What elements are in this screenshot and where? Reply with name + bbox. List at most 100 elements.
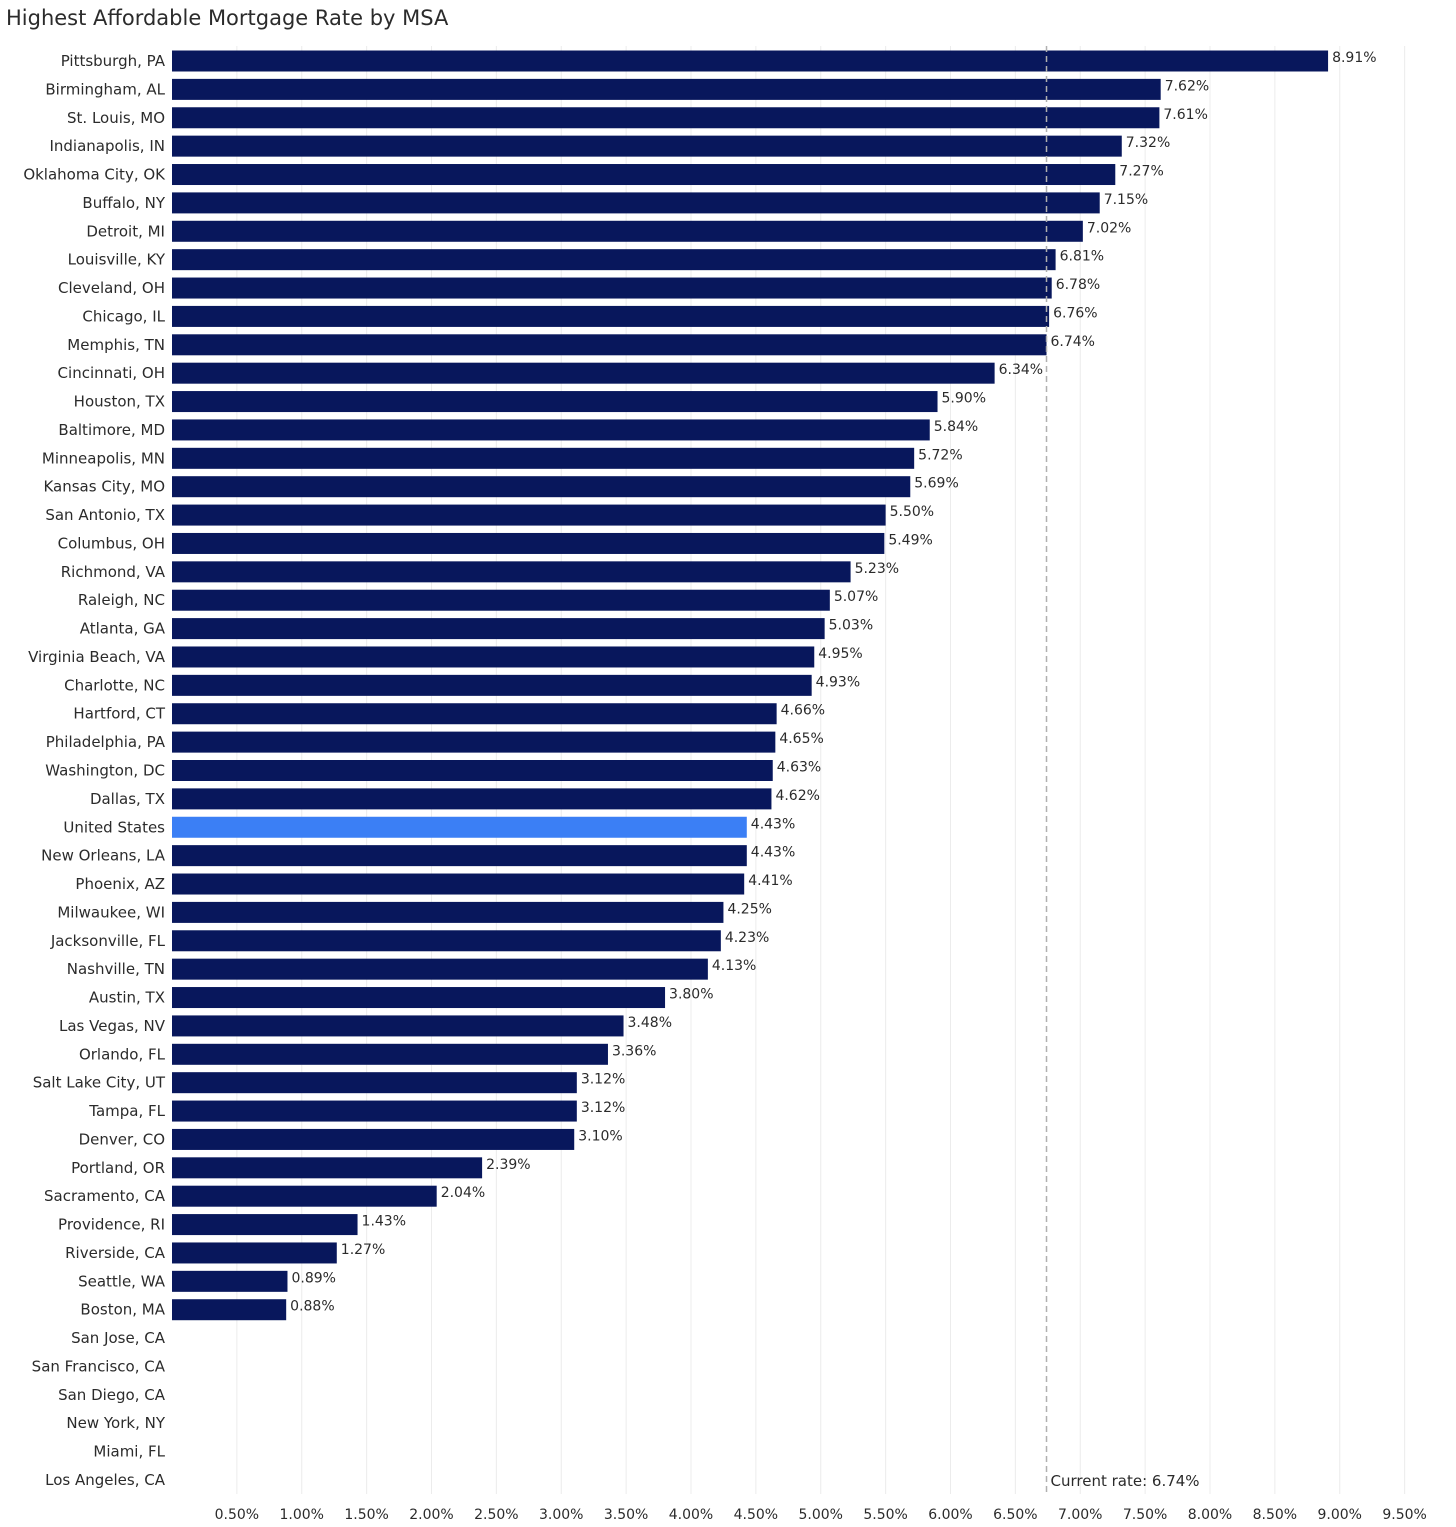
bar[interactable] bbox=[172, 1299, 287, 1321]
value-label: 7.15% bbox=[1104, 192, 1148, 208]
x-tick-label: 1.50% bbox=[344, 1507, 388, 1523]
bar[interactable] bbox=[172, 930, 721, 952]
bar[interactable] bbox=[172, 958, 708, 980]
value-label: 0.89% bbox=[291, 1270, 335, 1286]
bar[interactable] bbox=[172, 1214, 358, 1236]
bar[interactable] bbox=[172, 277, 1052, 299]
category-label: Jacksonville, FL bbox=[50, 932, 166, 950]
category-label: Baltimore, MD bbox=[58, 421, 165, 439]
x-tick-label: 1.00% bbox=[280, 1507, 324, 1523]
bar[interactable] bbox=[172, 1015, 624, 1037]
x-tick-label: 6.50% bbox=[993, 1507, 1037, 1523]
bar[interactable] bbox=[172, 50, 1329, 72]
bar[interactable] bbox=[172, 1270, 288, 1292]
category-label: Cleveland, OH bbox=[58, 279, 165, 297]
bar[interactable] bbox=[172, 788, 772, 810]
value-label: 4.63% bbox=[777, 760, 821, 776]
bar[interactable] bbox=[172, 1157, 483, 1179]
bar[interactable] bbox=[172, 1072, 577, 1094]
x-tick-label: 6.00% bbox=[928, 1507, 972, 1523]
category-label: Buffalo, NY bbox=[82, 194, 165, 212]
bar[interactable] bbox=[172, 1043, 608, 1065]
x-tick-label: 5.50% bbox=[863, 1507, 907, 1523]
bar[interactable] bbox=[172, 646, 815, 668]
bar[interactable] bbox=[172, 561, 851, 583]
chart-title: Highest Affordable Mortgage Rate by MSA bbox=[6, 6, 449, 30]
value-label: 4.95% bbox=[818, 646, 862, 662]
category-label: Columbus, OH bbox=[58, 534, 165, 552]
bar[interactable] bbox=[172, 845, 747, 867]
category-label: Nashville, TN bbox=[67, 960, 165, 978]
value-label: 5.07% bbox=[834, 589, 878, 605]
bar[interactable] bbox=[172, 532, 885, 554]
bar[interactable] bbox=[172, 220, 1083, 242]
value-label: 5.23% bbox=[855, 561, 899, 577]
bar[interactable] bbox=[172, 618, 825, 640]
bar[interactable] bbox=[172, 135, 1122, 157]
bar[interactable] bbox=[172, 731, 776, 753]
value-label: 7.32% bbox=[1126, 135, 1170, 151]
bar[interactable] bbox=[172, 1185, 437, 1207]
x-tick-label: 3.00% bbox=[539, 1507, 583, 1523]
x-tick-label: 5.00% bbox=[799, 1507, 843, 1523]
category-label: Las Vegas, NV bbox=[59, 1017, 166, 1035]
category-label: Washington, DC bbox=[45, 762, 165, 780]
category-label: Denver, CO bbox=[79, 1130, 165, 1148]
category-label: Providence, RI bbox=[58, 1216, 165, 1234]
bar[interactable] bbox=[172, 760, 773, 781]
x-tick-label: 4.00% bbox=[669, 1507, 713, 1523]
bar[interactable] bbox=[172, 334, 1047, 356]
category-label: Chicago, IL bbox=[82, 307, 165, 325]
value-label: 6.81% bbox=[1060, 249, 1104, 265]
bar[interactable] bbox=[172, 1128, 575, 1150]
value-label: 6.74% bbox=[1051, 334, 1095, 350]
bar[interactable] bbox=[172, 391, 938, 413]
bar[interactable] bbox=[172, 476, 911, 498]
value-label: 4.43% bbox=[751, 845, 795, 861]
value-label: 3.12% bbox=[581, 1100, 625, 1116]
value-label: 4.41% bbox=[748, 873, 792, 889]
value-label: 5.84% bbox=[934, 419, 978, 435]
value-label: 4.23% bbox=[725, 930, 769, 946]
x-tick-label: 0.50% bbox=[215, 1507, 259, 1523]
value-label: 5.49% bbox=[888, 532, 932, 548]
bar[interactable] bbox=[172, 1100, 577, 1122]
bar[interactable] bbox=[172, 504, 886, 526]
bar[interactable] bbox=[172, 107, 1160, 129]
bar[interactable] bbox=[172, 901, 724, 923]
bar[interactable] bbox=[172, 1242, 337, 1264]
category-label: San Diego, CA bbox=[58, 1386, 166, 1404]
bar[interactable] bbox=[172, 816, 747, 838]
category-label: San Jose, CA bbox=[71, 1329, 166, 1347]
bar[interactable] bbox=[172, 305, 1050, 327]
bar[interactable] bbox=[172, 873, 745, 895]
value-label: 3.36% bbox=[612, 1043, 656, 1059]
bar[interactable] bbox=[172, 674, 812, 696]
category-label: San Francisco, CA bbox=[32, 1357, 166, 1375]
bar[interactable] bbox=[172, 589, 830, 611]
bar[interactable] bbox=[172, 362, 995, 384]
bar[interactable] bbox=[172, 419, 930, 441]
bar[interactable] bbox=[172, 703, 777, 725]
category-label: New York, NY bbox=[66, 1414, 165, 1432]
value-label: 5.50% bbox=[890, 504, 934, 520]
value-label: 7.62% bbox=[1165, 78, 1209, 94]
category-label: United States bbox=[63, 818, 165, 836]
category-label: Austin, TX bbox=[89, 989, 165, 1007]
bar[interactable] bbox=[172, 249, 1056, 271]
category-label: Virginia Beach, VA bbox=[28, 648, 166, 666]
value-label: 7.02% bbox=[1087, 220, 1131, 236]
value-label: 3.48% bbox=[628, 1015, 672, 1031]
bar[interactable] bbox=[172, 192, 1100, 214]
bar[interactable] bbox=[172, 78, 1161, 100]
category-label: Memphis, TN bbox=[67, 336, 165, 354]
value-label: 3.12% bbox=[581, 1072, 625, 1088]
value-label: 7.27% bbox=[1119, 164, 1163, 180]
x-tick-label: 2.00% bbox=[409, 1507, 453, 1523]
bar[interactable] bbox=[172, 447, 915, 469]
category-label: St. Louis, MO bbox=[67, 109, 165, 127]
bar[interactable] bbox=[172, 987, 666, 1009]
bar[interactable] bbox=[172, 164, 1116, 186]
value-label: 2.39% bbox=[486, 1157, 530, 1173]
